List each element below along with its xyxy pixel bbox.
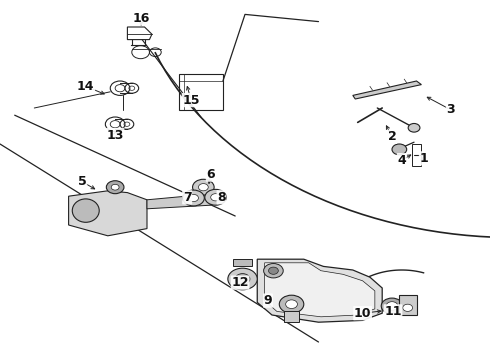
Circle shape <box>193 179 214 195</box>
Polygon shape <box>257 259 382 322</box>
Text: 13: 13 <box>106 129 124 141</box>
Text: 7: 7 <box>183 191 192 204</box>
Circle shape <box>198 184 208 191</box>
Circle shape <box>205 189 226 205</box>
Circle shape <box>111 184 119 190</box>
Text: 16: 16 <box>132 12 150 24</box>
Polygon shape <box>353 81 421 99</box>
Circle shape <box>392 144 407 155</box>
Text: 15: 15 <box>182 94 200 107</box>
Circle shape <box>106 181 124 194</box>
Bar <box>179 74 223 110</box>
Text: 12: 12 <box>231 276 249 289</box>
Circle shape <box>286 300 297 309</box>
Circle shape <box>381 298 403 314</box>
Polygon shape <box>265 263 375 317</box>
Text: 14: 14 <box>77 80 95 93</box>
Circle shape <box>269 267 278 274</box>
Text: 8: 8 <box>217 191 226 204</box>
Circle shape <box>228 268 257 290</box>
Text: 6: 6 <box>206 168 215 181</box>
Text: 10: 10 <box>354 307 371 320</box>
Circle shape <box>235 274 250 284</box>
Text: 11: 11 <box>384 305 402 318</box>
Text: 1: 1 <box>419 152 428 165</box>
Circle shape <box>189 194 198 202</box>
Circle shape <box>403 304 413 311</box>
Polygon shape <box>399 295 416 315</box>
Text: 2: 2 <box>388 130 396 143</box>
Polygon shape <box>69 191 147 236</box>
Circle shape <box>386 302 398 310</box>
Text: 9: 9 <box>264 294 272 307</box>
Text: 4: 4 <box>397 154 406 167</box>
Circle shape <box>183 190 204 206</box>
Polygon shape <box>147 194 211 209</box>
Text: 3: 3 <box>446 103 455 116</box>
Circle shape <box>279 295 304 313</box>
Circle shape <box>408 123 420 132</box>
Ellipse shape <box>73 199 99 222</box>
Text: 5: 5 <box>78 175 87 188</box>
Polygon shape <box>284 311 299 322</box>
Circle shape <box>211 194 220 201</box>
Polygon shape <box>233 259 252 266</box>
Circle shape <box>264 264 283 278</box>
